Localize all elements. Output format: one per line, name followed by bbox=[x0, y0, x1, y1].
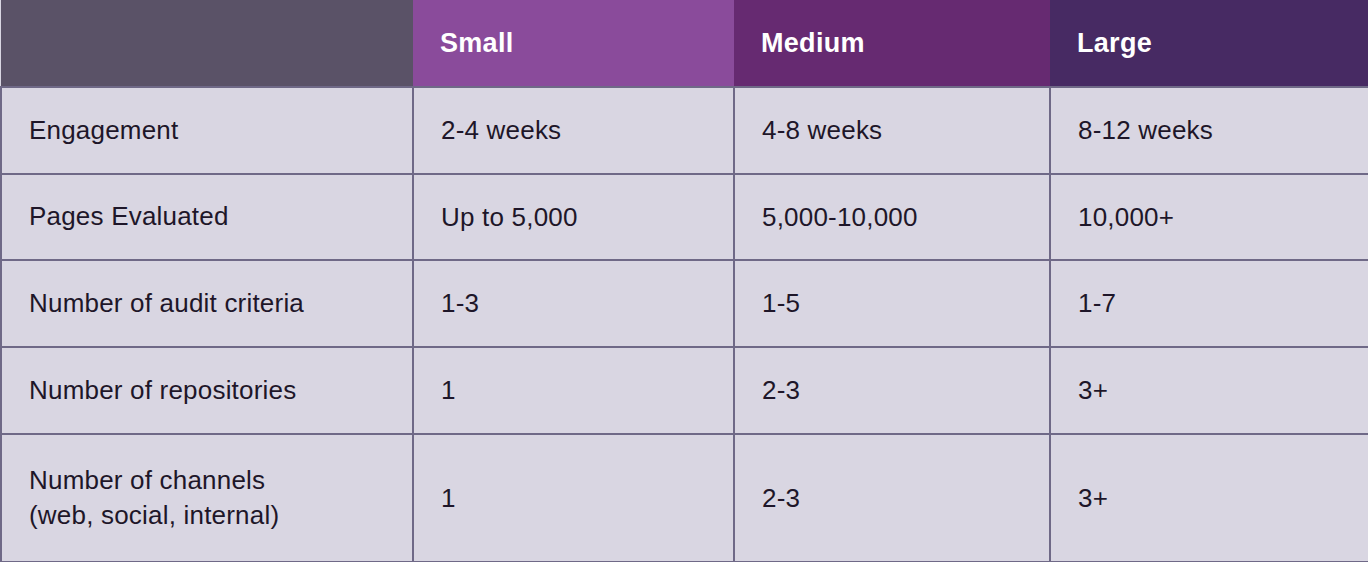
column-header-small: Small bbox=[413, 0, 734, 87]
cell-value: 2-3 bbox=[734, 347, 1050, 434]
table-header-row: Small Medium Large bbox=[1, 0, 1368, 87]
column-header-medium: Medium bbox=[734, 0, 1050, 87]
cell-value: 1-5 bbox=[734, 260, 1050, 347]
cell-value: 1 bbox=[413, 347, 734, 434]
row-label: Engagement bbox=[1, 87, 413, 174]
row-label: Number of audit criteria bbox=[1, 260, 413, 347]
cell-value: 1-7 bbox=[1050, 260, 1368, 347]
cell-value: 5,000-10,000 bbox=[734, 174, 1050, 260]
cell-value: 1-3 bbox=[413, 260, 734, 347]
cell-value: 10,000+ bbox=[1050, 174, 1368, 260]
cell-value: 2-3 bbox=[734, 434, 1050, 562]
cell-value: 4-8 weeks bbox=[734, 87, 1050, 174]
cell-value: 1 bbox=[413, 434, 734, 562]
table-row-repositories: Number of repositories 1 2-3 3+ bbox=[1, 347, 1368, 434]
cell-value: 2-4 weeks bbox=[413, 87, 734, 174]
table-row-engagement: Engagement 2-4 weeks 4-8 weeks 8-12 week… bbox=[1, 87, 1368, 174]
corner-header-cell bbox=[1, 0, 413, 87]
cell-value: 3+ bbox=[1050, 347, 1368, 434]
tier-comparison-table: Small Medium Large Engagement 2-4 weeks … bbox=[0, 0, 1368, 562]
cell-value: 8-12 weeks bbox=[1050, 87, 1368, 174]
table-row-audit-criteria: Number of audit criteria 1-3 1-5 1-7 bbox=[1, 260, 1368, 347]
cell-value: 3+ bbox=[1050, 434, 1368, 562]
row-label: Number of channels (web, social, interna… bbox=[1, 434, 413, 562]
table-row-pages-evaluated: Pages Evaluated Up to 5,000 5,000-10,000… bbox=[1, 174, 1368, 260]
row-label: Pages Evaluated bbox=[1, 174, 413, 260]
column-header-large: Large bbox=[1050, 0, 1368, 87]
cell-value: Up to 5,000 bbox=[413, 174, 734, 260]
table-row-channels: Number of channels (web, social, interna… bbox=[1, 434, 1368, 562]
row-label: Number of repositories bbox=[1, 347, 413, 434]
table-body: Engagement 2-4 weeks 4-8 weeks 8-12 week… bbox=[1, 87, 1368, 562]
